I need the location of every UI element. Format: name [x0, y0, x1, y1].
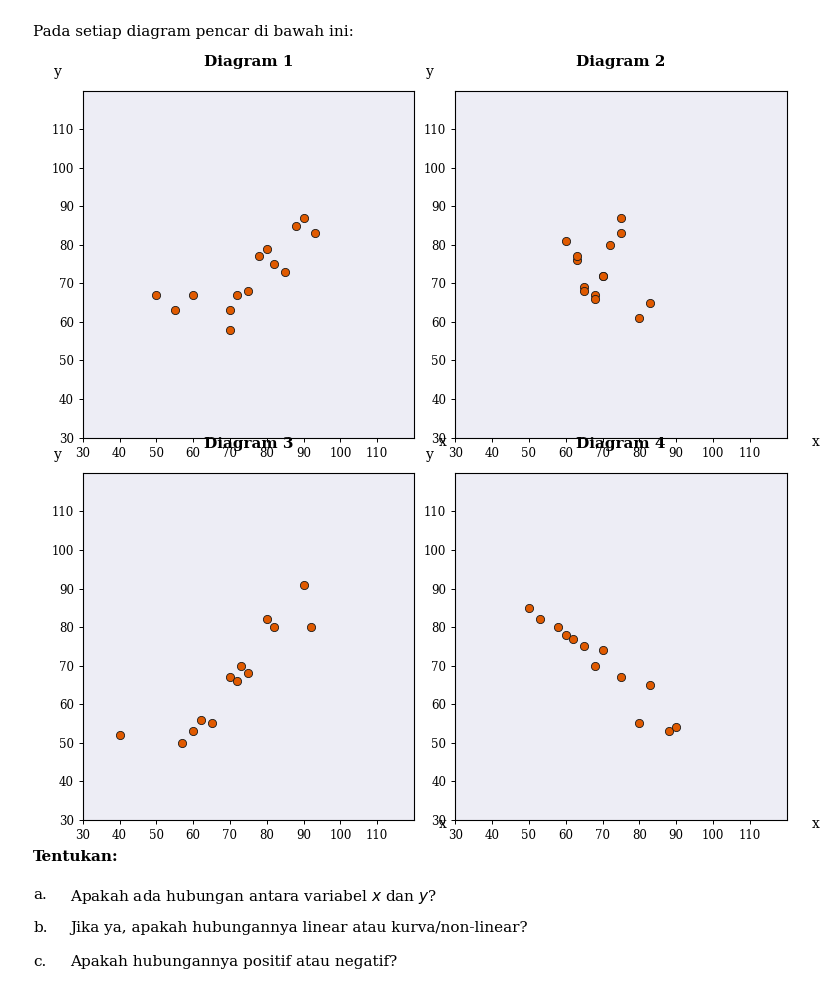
Text: y: y	[426, 448, 434, 462]
Point	[304, 619, 318, 635]
Point	[577, 280, 590, 296]
Point	[558, 233, 571, 249]
Point	[289, 217, 303, 233]
Point	[297, 576, 310, 593]
Title: Diagram 2: Diagram 2	[576, 54, 665, 68]
Point	[522, 600, 535, 616]
Text: y: y	[54, 65, 62, 79]
Point	[267, 619, 280, 635]
Text: x: x	[438, 435, 447, 449]
Point	[566, 631, 579, 647]
Point	[112, 727, 126, 743]
Point	[194, 711, 207, 727]
Point	[252, 248, 265, 265]
Point	[577, 283, 590, 299]
Point	[260, 240, 273, 257]
Point	[588, 658, 601, 674]
Point	[662, 723, 675, 739]
Text: Pada setiap diagram pencar di bawah ini:: Pada setiap diagram pencar di bawah ini:	[33, 25, 354, 39]
Point	[595, 268, 609, 284]
Text: b.: b.	[33, 921, 48, 936]
Title: Diagram 4: Diagram 4	[576, 437, 665, 451]
Point	[533, 612, 546, 628]
Text: Apakah hubungannya positif atau negatif?: Apakah hubungannya positif atau negatif?	[70, 955, 397, 969]
Point	[669, 719, 682, 735]
Point	[223, 669, 237, 685]
Text: y: y	[426, 65, 434, 79]
Point	[241, 665, 255, 681]
Point	[643, 677, 657, 693]
Point	[595, 642, 609, 658]
Point	[234, 658, 247, 674]
Point	[231, 287, 244, 303]
Point	[558, 627, 571, 643]
Title: Diagram 1: Diagram 1	[203, 54, 293, 68]
Text: y: y	[54, 448, 62, 462]
Text: Apakah ada hubungan antara variabel $x$ dan $y$?: Apakah ada hubungan antara variabel $x$ …	[70, 888, 437, 906]
Point	[614, 225, 627, 241]
Point	[570, 253, 583, 269]
Point	[267, 257, 280, 273]
Text: a.: a.	[33, 888, 47, 902]
Point	[570, 248, 583, 265]
Point	[168, 303, 181, 319]
Point	[577, 639, 590, 655]
Point	[186, 287, 199, 303]
Point	[231, 673, 244, 689]
Text: Tentukan:: Tentukan:	[33, 850, 118, 864]
Text: x: x	[810, 817, 819, 831]
Point	[223, 322, 237, 338]
Point	[308, 225, 321, 241]
Point	[588, 291, 601, 307]
Point	[186, 723, 199, 739]
Point	[643, 295, 657, 311]
Point	[278, 264, 291, 280]
Point	[614, 210, 627, 226]
Text: x: x	[438, 817, 447, 831]
Text: c.: c.	[33, 955, 46, 969]
Point	[632, 310, 645, 326]
Point	[588, 287, 601, 303]
Point	[297, 210, 310, 226]
Point	[551, 619, 564, 635]
Text: x: x	[810, 435, 819, 449]
Text: Jika ya, apakah hubungannya linear atau kurva/non-linear?: Jika ya, apakah hubungannya linear atau …	[70, 921, 528, 936]
Title: Diagram 3: Diagram 3	[203, 437, 293, 451]
Point	[205, 715, 218, 731]
Point	[614, 669, 627, 685]
Point	[632, 715, 645, 731]
Point	[595, 268, 609, 284]
Point	[260, 612, 273, 628]
Point	[603, 236, 616, 253]
Point	[241, 283, 255, 299]
Point	[223, 303, 237, 319]
Point	[150, 287, 163, 303]
Point	[175, 734, 189, 750]
